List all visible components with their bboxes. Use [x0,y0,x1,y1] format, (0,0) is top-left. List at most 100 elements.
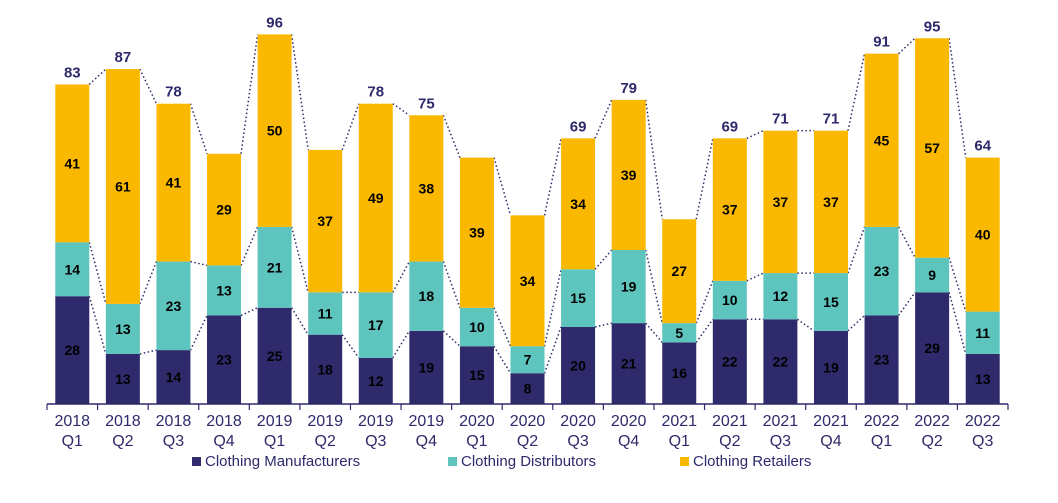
connector-line [695,280,714,324]
bar-segment [561,269,596,327]
connector-line [290,34,309,151]
data-label: 9 [928,267,936,283]
x-tick-label-quarter: Q1 [871,433,892,450]
x-tick-label-year: 2020 [611,413,647,430]
connector-line [442,114,461,158]
data-label: 27 [671,263,687,279]
connector-line [189,103,208,154]
connector-line [543,326,562,374]
data-label: 10 [469,319,485,335]
total-label: 71 [772,111,789,128]
legend-label: Clothing Manufacturers [205,453,360,470]
bar-segment [561,138,596,270]
bar-segment [611,99,646,250]
bar-segment [358,103,393,293]
bar-segment [55,242,90,297]
bar-segment [712,280,747,320]
x-tick-label-year: 2022 [864,413,900,430]
data-label: 22 [722,354,738,370]
connector-line [139,261,158,305]
x-tick-label-year: 2018 [206,413,242,430]
data-label: 15 [469,367,485,383]
x-tick-label-year: 2019 [257,413,293,430]
x-axis-tick-labels: 2018 Q1 2018 Q2 2018 Q3 2018 Q4 2019 Q1 2019 Q2 2019… [54,413,1000,450]
bar-segment [257,34,292,227]
data-label: 57 [924,140,940,156]
connector-line [190,260,208,267]
connector-line [392,261,411,293]
bar-segment [915,38,950,258]
x-tick-label-quarter: Q2 [921,433,942,450]
x-tick-label-year: 2022 [914,413,950,430]
connector-line [594,322,612,328]
connector-line [139,68,158,105]
connector-line [240,34,259,154]
bar-segment [409,115,444,262]
connector-line [644,99,663,220]
data-label: 19 [823,359,839,375]
connector-line [240,307,258,317]
bar-segment [510,346,545,374]
bar-segment [409,261,444,331]
connector-line [948,38,967,158]
connector-line [88,295,107,355]
data-label: 25 [267,348,283,364]
bar-segment [965,353,1000,404]
bar-segment [611,250,646,324]
x-tick-label-year: 2019 [307,413,343,430]
x-tick-label-year: 2018 [54,413,90,430]
bar-segment [864,226,899,316]
bar-segment [662,323,697,343]
data-label: 29 [924,340,940,356]
bar-segment [459,307,494,347]
total-label: 69 [721,118,738,135]
x-tick-label-year: 2019 [409,413,445,430]
bar-segment [712,319,747,404]
legend-swatch [448,457,457,466]
connector-line [341,334,360,359]
legend-item: Clothing Distributors [448,453,596,470]
bar-segment [459,157,494,308]
data-label: 21 [621,356,637,372]
data-label: 41 [166,175,182,191]
total-labels: 83 87 78 96 78 75 69 79 69 71 71 91 95 64 [64,14,992,154]
bar-segment [965,311,1000,354]
data-label: 41 [65,155,81,171]
data-label: 37 [722,202,738,218]
data-label: 13 [216,282,232,298]
data-label: 14 [166,369,182,385]
data-label: 37 [317,213,333,229]
data-label: 34 [570,196,586,212]
data-label: 18 [419,288,435,304]
data-label: 49 [368,190,384,206]
connector-line [847,226,866,274]
bar-segment [358,292,393,358]
x-tick-label-quarter: Q3 [972,433,993,450]
data-label: 20 [570,358,586,374]
data-label: 5 [675,325,683,341]
x-tick-label-quarter: Q3 [365,433,386,450]
data-label: 15 [570,290,586,306]
x-tick-label-year: 2020 [510,413,546,430]
bar-segment [965,157,1000,312]
data-label: 14 [65,261,81,277]
total-label: 96 [266,14,283,31]
bar-segment [358,357,393,404]
x-tick-label-year: 2021 [763,413,799,430]
total-label: 75 [418,95,435,112]
bar-segment [813,273,848,331]
data-label: 23 [166,298,182,314]
connector-line [290,226,309,293]
bar-group [55,34,1000,404]
connector-line [392,330,410,359]
connector-line [543,269,562,347]
data-label: 19 [621,279,637,295]
bar-segment [459,346,494,404]
bar-segment [257,307,292,404]
connector-line [594,99,613,139]
x-tick-label-year: 2021 [813,413,849,430]
total-label: 83 [64,64,81,81]
bar-segment [712,138,747,281]
data-label: 37 [773,194,789,210]
data-label: 12 [368,373,384,389]
